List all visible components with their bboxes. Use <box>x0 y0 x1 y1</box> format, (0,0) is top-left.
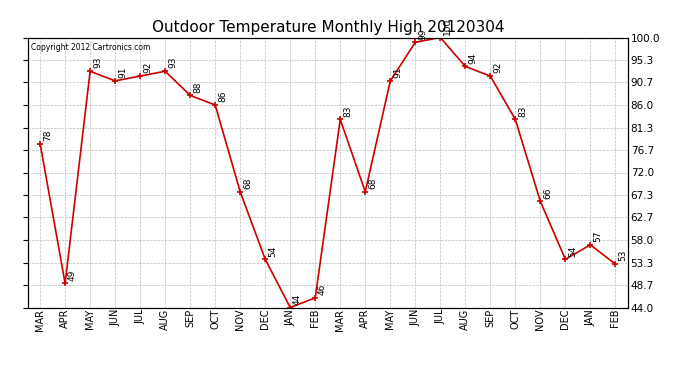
Text: 46: 46 <box>318 284 327 295</box>
Text: 78: 78 <box>43 129 52 141</box>
Text: 68: 68 <box>243 177 252 189</box>
Text: 68: 68 <box>368 177 377 189</box>
Text: 44: 44 <box>293 294 302 305</box>
Text: 91: 91 <box>393 67 402 78</box>
Text: 92: 92 <box>493 62 502 73</box>
Text: 54: 54 <box>568 245 577 256</box>
Text: 94: 94 <box>468 52 477 64</box>
Text: 83: 83 <box>518 105 527 117</box>
Text: 83: 83 <box>343 105 352 117</box>
Text: 57: 57 <box>593 231 602 242</box>
Text: 66: 66 <box>543 187 552 199</box>
Text: Copyright 2012 Cartronics.com: Copyright 2012 Cartronics.com <box>30 43 150 52</box>
Text: 54: 54 <box>268 245 277 256</box>
Text: 93: 93 <box>168 57 177 69</box>
Text: 93: 93 <box>93 57 102 69</box>
Text: 92: 92 <box>143 62 152 73</box>
Text: 100: 100 <box>443 18 452 35</box>
Text: 86: 86 <box>218 91 227 102</box>
Text: 91: 91 <box>118 67 127 78</box>
Text: 49: 49 <box>68 269 77 280</box>
Title: Outdoor Temperature Monthly High 20120304: Outdoor Temperature Monthly High 2012030… <box>152 20 504 35</box>
Text: 53: 53 <box>618 250 627 261</box>
Text: 99: 99 <box>418 28 427 39</box>
Text: 88: 88 <box>193 81 202 93</box>
